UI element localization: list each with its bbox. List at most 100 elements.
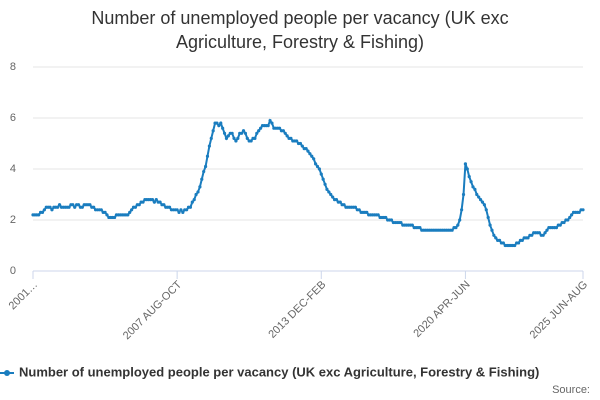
marker	[71, 203, 75, 207]
marker	[105, 213, 109, 217]
marker	[313, 162, 318, 166]
marker	[194, 192, 198, 197]
marker	[490, 228, 494, 232]
marker	[232, 136, 236, 140]
x-tick-label: 2007 AUG-OCT	[121, 278, 185, 342]
marker	[461, 192, 466, 197]
marker	[255, 131, 259, 135]
marker	[465, 167, 469, 171]
marker	[162, 203, 166, 207]
marker	[158, 200, 162, 204]
marker	[475, 192, 479, 197]
marker	[137, 203, 141, 207]
marker	[463, 162, 468, 166]
marker	[469, 180, 473, 184]
marker	[486, 215, 490, 220]
marker	[281, 129, 285, 133]
marker	[342, 203, 346, 207]
marker	[494, 236, 498, 240]
marker	[99, 208, 103, 212]
marker	[130, 208, 134, 212]
marker	[581, 208, 585, 212]
marker	[240, 131, 244, 135]
marker	[308, 152, 312, 156]
marker	[312, 157, 316, 161]
marker	[458, 218, 462, 222]
marker	[249, 139, 253, 143]
marker	[323, 182, 327, 186]
marker	[222, 131, 227, 135]
marker	[357, 208, 361, 212]
marker	[192, 198, 196, 202]
marker	[327, 190, 331, 194]
marker	[570, 213, 574, 217]
marker	[219, 121, 223, 125]
marker	[236, 136, 240, 140]
marker	[202, 169, 206, 174]
marker	[545, 228, 549, 232]
marker	[141, 200, 145, 204]
x-tick-label: 2013 DEC-FEB	[266, 279, 328, 341]
marker	[321, 177, 325, 181]
marker	[283, 131, 287, 135]
marker	[128, 210, 132, 214]
marker	[48, 205, 52, 209]
marker	[245, 136, 249, 140]
marker	[234, 139, 238, 143]
marker	[471, 185, 475, 189]
marker	[167, 205, 172, 209]
marker	[88, 203, 92, 207]
marker	[80, 205, 84, 209]
marker	[460, 208, 464, 212]
marker	[554, 226, 559, 230]
marker	[384, 215, 388, 220]
x-tick-label: 2020 APR-JUN	[411, 279, 472, 340]
marker	[224, 136, 229, 140]
marker	[126, 213, 130, 217]
marker	[103, 210, 107, 214]
marker	[526, 236, 530, 240]
marker	[203, 164, 208, 169]
marker	[566, 218, 570, 222]
marker	[253, 136, 257, 140]
marker	[76, 203, 81, 207]
y-tick-label: 8	[10, 61, 16, 73]
marker	[501, 241, 505, 245]
marker	[270, 121, 274, 125]
legend-label: Number of unemployed people per vacancy …	[19, 364, 539, 379]
marker	[50, 208, 54, 212]
marker	[562, 220, 566, 225]
marker	[243, 131, 248, 135]
marker	[530, 233, 534, 237]
marker	[450, 228, 454, 232]
marker	[315, 164, 320, 169]
marker	[477, 195, 481, 199]
marker	[537, 231, 541, 235]
marker	[179, 208, 183, 212]
marker	[389, 218, 394, 222]
marker	[73, 205, 77, 209]
marker	[456, 223, 460, 227]
marker	[306, 149, 310, 153]
marker	[175, 208, 179, 212]
marker	[473, 187, 477, 191]
source: Source:	[552, 384, 590, 396]
marker	[152, 200, 156, 204]
legend-marker	[4, 370, 10, 376]
marker	[295, 139, 299, 143]
marker	[42, 208, 46, 212]
y-tick-label: 4	[10, 163, 16, 175]
marker	[40, 210, 45, 214]
marker	[568, 215, 572, 220]
marker	[399, 220, 403, 225]
marker	[133, 205, 138, 209]
x-tick-label: 2001…	[7, 279, 41, 313]
marker	[488, 223, 492, 227]
marker	[304, 147, 308, 151]
marker	[230, 131, 234, 135]
marker	[289, 136, 293, 140]
marker	[190, 200, 194, 204]
marker	[334, 198, 339, 202]
marker	[310, 154, 314, 158]
